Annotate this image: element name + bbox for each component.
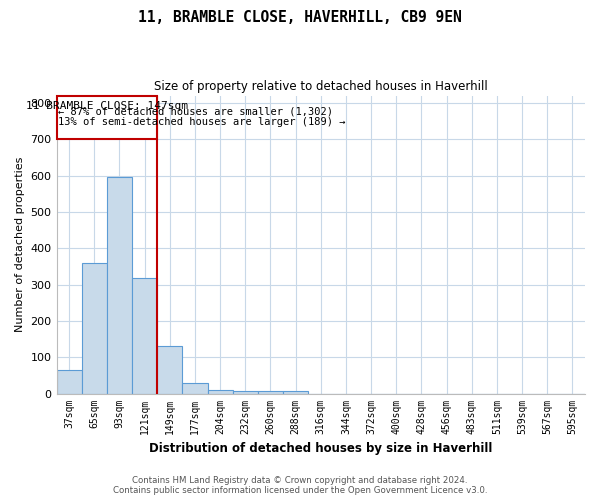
Title: Size of property relative to detached houses in Haverhill: Size of property relative to detached ho… [154,80,488,93]
Text: 11 BRAMBLE CLOSE: 147sqm: 11 BRAMBLE CLOSE: 147sqm [26,101,188,111]
Bar [182,384,208,394]
Bar [233,390,258,394]
Bar [258,390,283,394]
Bar [283,390,308,394]
Text: 13% of semi-detached houses are larger (189) →: 13% of semi-detached houses are larger (… [58,116,345,126]
Bar [132,278,157,394]
FancyBboxPatch shape [56,96,157,139]
Bar [208,390,233,394]
Text: Contains HM Land Registry data © Crown copyright and database right 2024.: Contains HM Land Registry data © Crown c… [132,476,468,485]
Text: ← 87% of detached houses are smaller (1,302): ← 87% of detached houses are smaller (1,… [58,106,333,117]
X-axis label: Distribution of detached houses by size in Haverhill: Distribution of detached houses by size … [149,442,493,455]
Text: 11, BRAMBLE CLOSE, HAVERHILL, CB9 9EN: 11, BRAMBLE CLOSE, HAVERHILL, CB9 9EN [138,10,462,25]
Bar [56,370,82,394]
Bar [107,178,132,394]
Y-axis label: Number of detached properties: Number of detached properties [15,157,25,332]
Bar [157,346,182,394]
Bar [82,264,107,394]
Text: Contains public sector information licensed under the Open Government Licence v3: Contains public sector information licen… [113,486,487,495]
